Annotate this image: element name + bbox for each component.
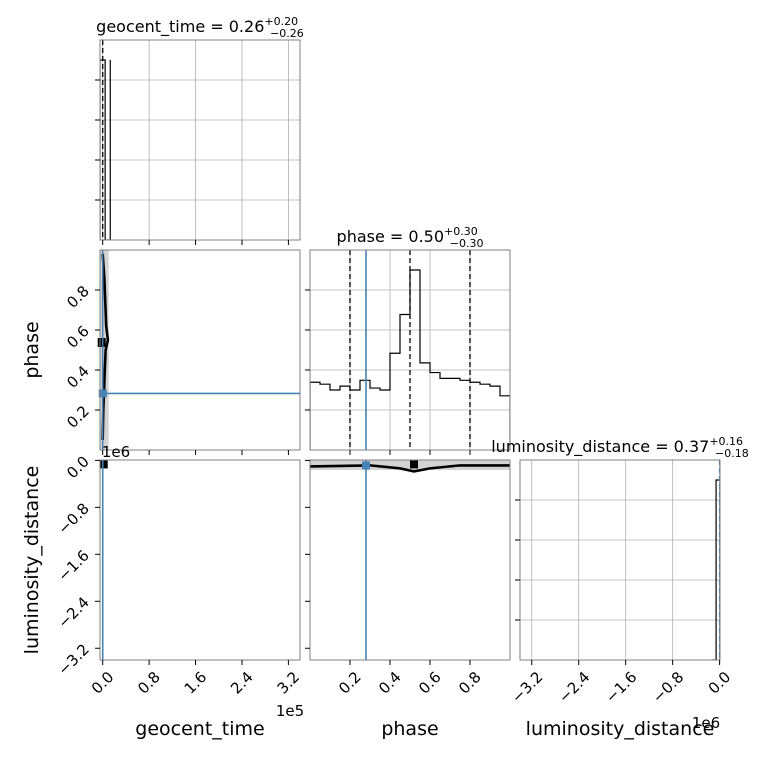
x-tick-label-geocent-time: 0.8 [134, 668, 164, 698]
panel-title-luminosity-distance: luminosity_distance = 0.37+0.16 −0.18 [491, 435, 749, 460]
x-tick-label-luminosity-distance: −2.4 [555, 668, 593, 706]
offset-label-luminosity-x: 1e6 [692, 714, 720, 732]
x-tick-label-geocent-time: 2.4 [227, 668, 257, 698]
hist-geocent-time [100, 59, 111, 240]
title-sub: −0.26 [270, 27, 304, 40]
x-tick-label-phase: 0.2 [335, 668, 365, 698]
density-peak-geocent-lum [100, 460, 108, 469]
title-main: geocent_time = 0.26 [96, 17, 264, 37]
truth-marker-geocent-phase [98, 389, 107, 398]
panel-title-geocent-time: geocent_time = 0.26+0.20 −0.26 [96, 15, 304, 40]
offset-label-luminosity-y: 1e6 [102, 443, 130, 461]
title-sub: −0.30 [450, 237, 484, 250]
x-tick-label-luminosity-distance: 0.0 [705, 668, 735, 698]
y-tick-label-phase: 0.2 [63, 402, 93, 432]
title-sup: +0.20 [264, 15, 298, 28]
x-axis-label-phase: phase [381, 718, 438, 740]
x-tick-label-geocent-time: 0.0 [88, 668, 118, 698]
title-sup: +0.16 [709, 435, 743, 448]
y-tick-label-phase: 0.8 [63, 282, 93, 312]
y-axis-label-luminosity-distance: luminosity_distance [21, 466, 43, 655]
panel-frame [519, 459, 721, 661]
panel-frame [99, 39, 301, 241]
contour-geocent-phase [101, 253, 110, 441]
x-tick-label-luminosity-distance: −0.8 [649, 668, 687, 706]
y-tick-label-luminosity-distance: −2.4 [54, 593, 92, 631]
panel-frame [99, 249, 301, 451]
x-axis-label-geocent-time: geocent_time [135, 718, 264, 740]
y-tick-label-luminosity-distance: −3.2 [54, 640, 92, 678]
panel-title-phase: phase = 0.50+0.30 −0.30 [337, 225, 484, 250]
title-main: phase = 0.50 [337, 227, 444, 246]
density-peak-phase-lum [410, 460, 418, 469]
x-tick-label-phase: 0.4 [375, 668, 405, 698]
y-tick-label-phase: 0.6 [63, 322, 93, 352]
panel-frame [309, 249, 511, 451]
x-tick-label-phase: 0.6 [415, 668, 445, 698]
y-tick-label-luminosity-distance: −1.6 [54, 546, 92, 584]
panel-frame [309, 459, 511, 661]
offset-label-geocent-time: 1e5 [276, 702, 304, 720]
y-tick-label-phase: 0.4 [63, 362, 93, 392]
hist-luminosity-distance [711, 479, 720, 660]
title-main: luminosity_distance = 0.37 [491, 437, 709, 457]
panel-frame [99, 459, 301, 661]
x-tick-label-geocent-time: 1.6 [181, 668, 211, 698]
y-tick-label-luminosity-distance: 0.0 [63, 452, 93, 482]
density-peak-geocent-phase [97, 338, 106, 347]
x-axis-label-luminosity-distance: luminosity_distance [526, 718, 715, 740]
title-sub: −0.18 [715, 447, 749, 460]
title-sup: +0.30 [444, 225, 478, 238]
y-axis-label-phase: phase [21, 321, 43, 378]
x-tick-label-phase: 0.8 [455, 668, 485, 698]
truth-marker-phase-lum [362, 461, 370, 470]
x-tick-label-luminosity-distance: −3.2 [508, 668, 546, 706]
x-tick-label-geocent-time: 3.2 [274, 668, 304, 698]
x-tick-label-luminosity-distance: −1.6 [602, 668, 640, 706]
y-tick-label-luminosity-distance: −0.8 [54, 499, 92, 537]
